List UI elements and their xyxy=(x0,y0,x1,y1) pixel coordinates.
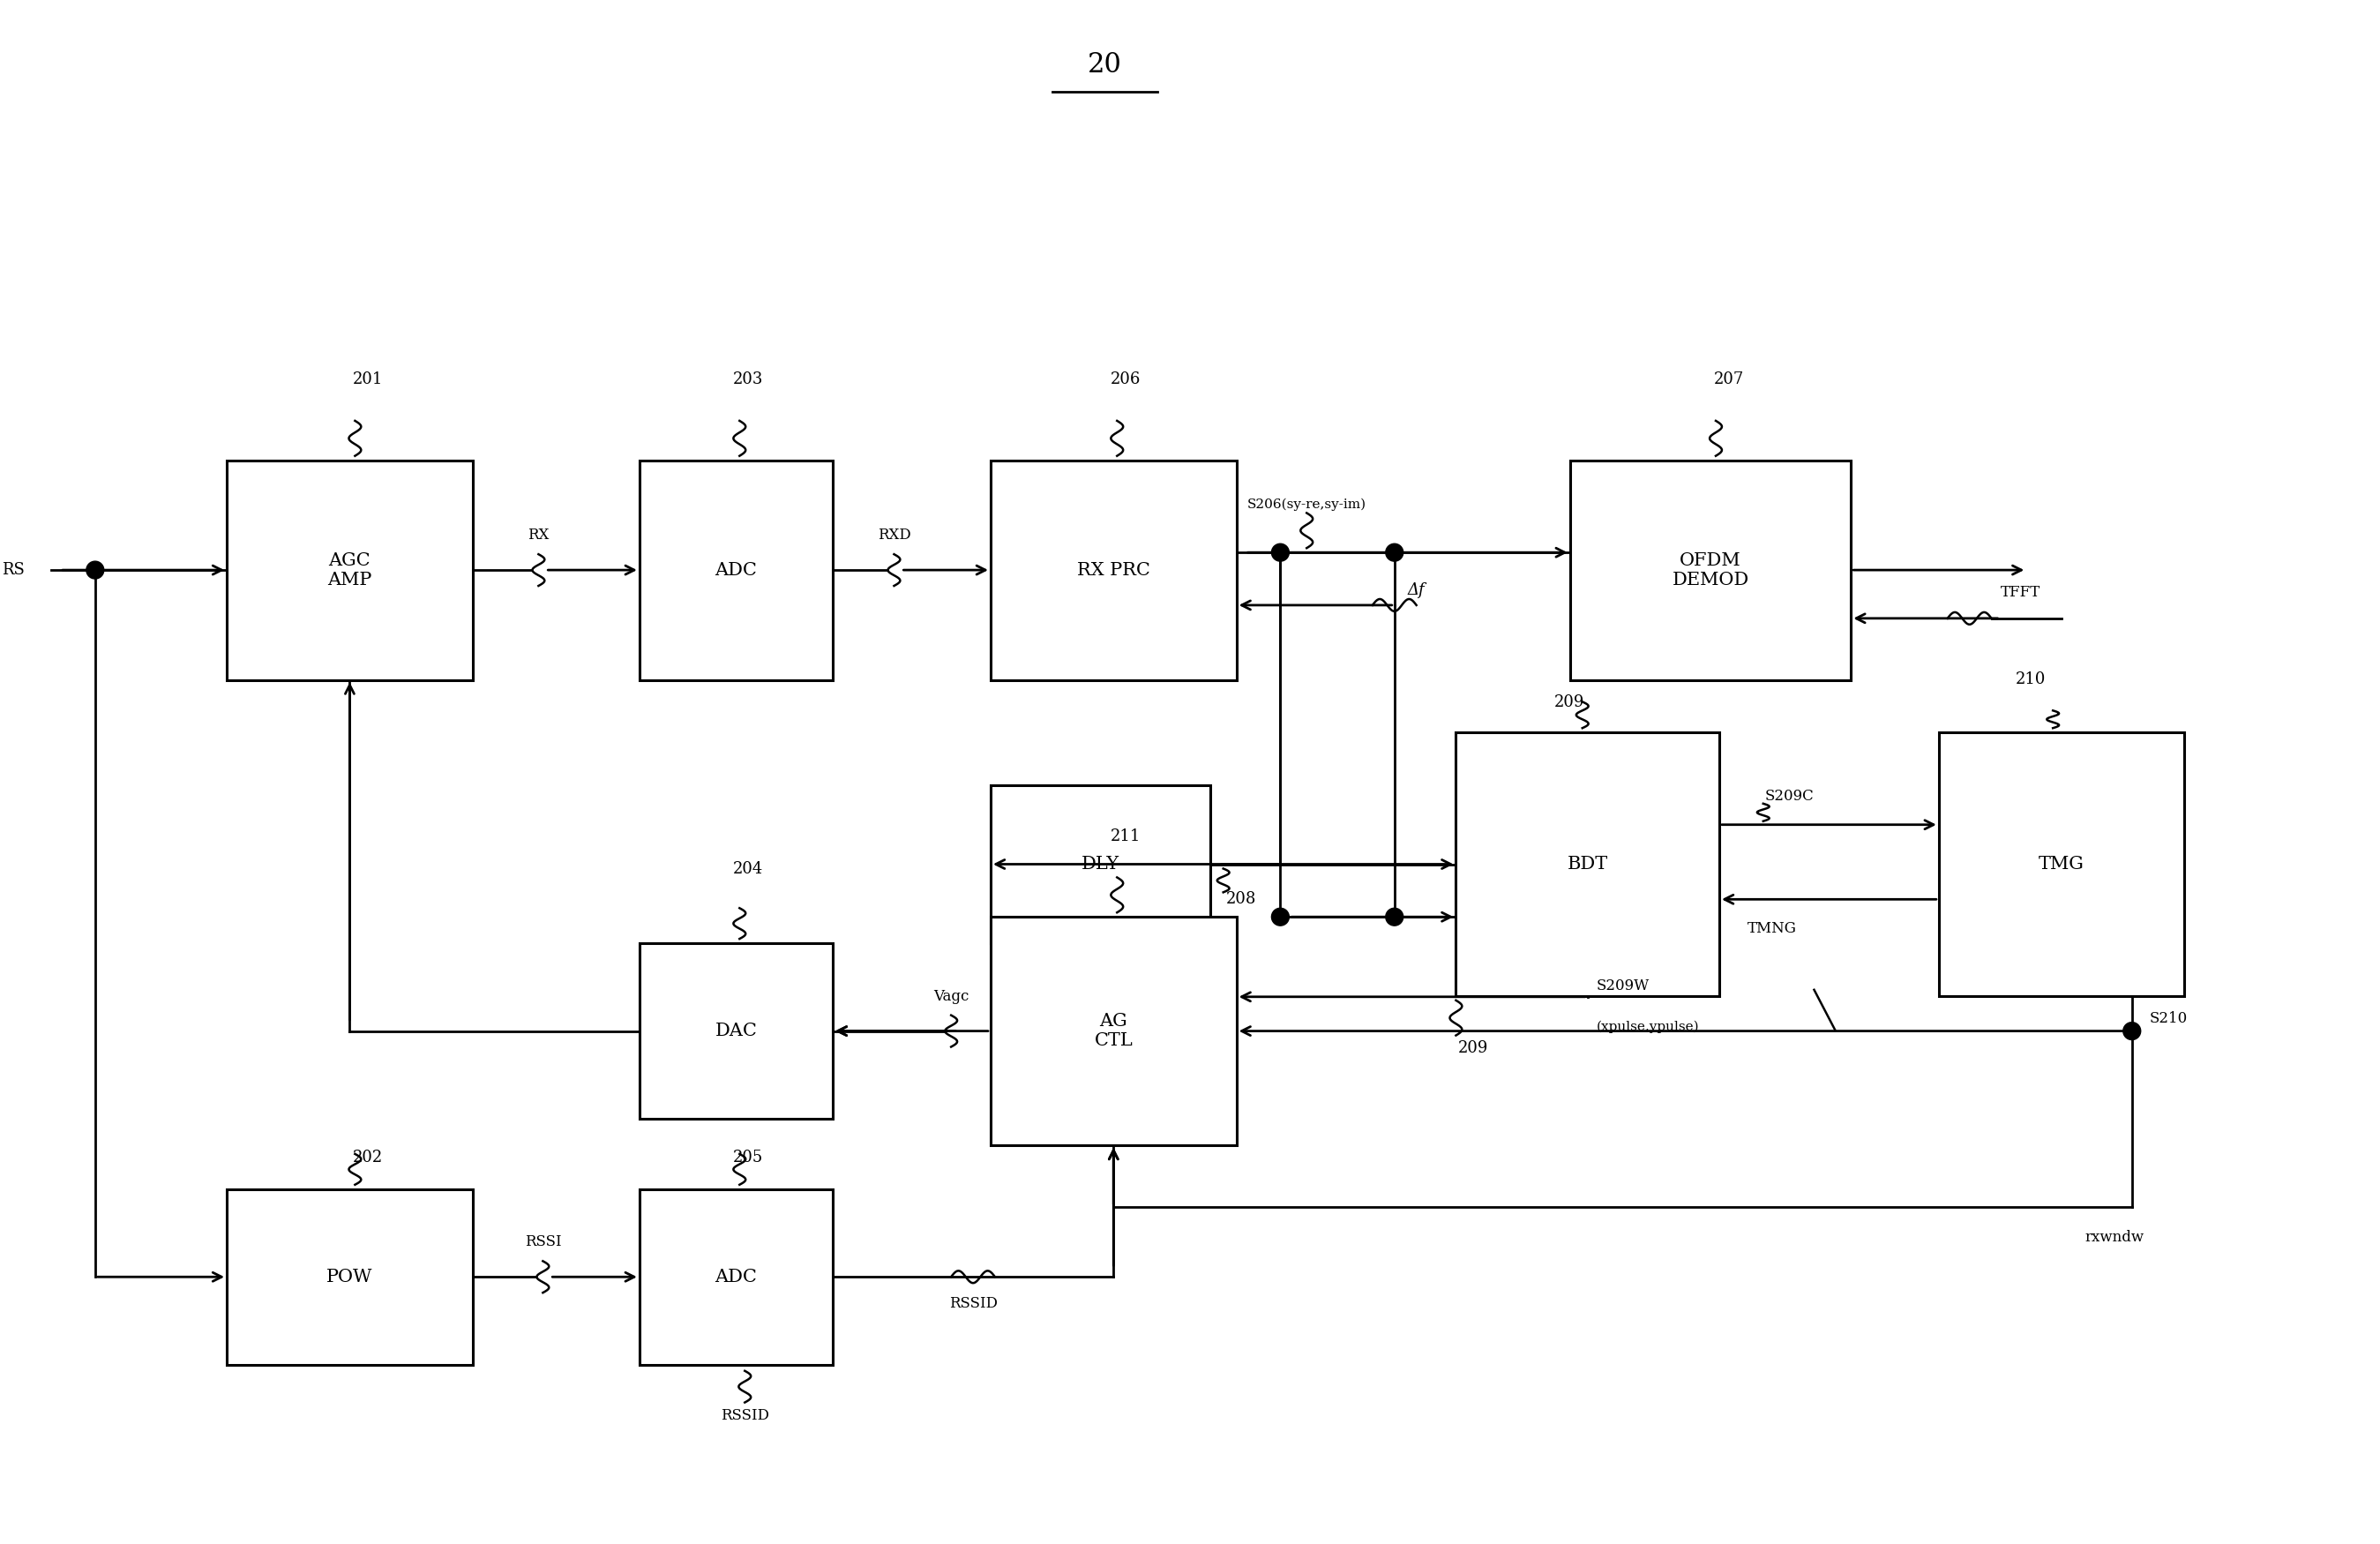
Circle shape xyxy=(1271,908,1290,926)
Text: 206: 206 xyxy=(1111,372,1140,388)
Bar xyxy=(640,943,833,1119)
Bar xyxy=(1457,732,1718,996)
Bar xyxy=(640,460,833,679)
Text: RSSID: RSSID xyxy=(950,1295,997,1311)
Bar xyxy=(640,1189,833,1365)
Circle shape xyxy=(1385,908,1404,926)
Text: BDT: BDT xyxy=(1566,855,1609,872)
Text: rxwndw: rxwndw xyxy=(2085,1231,2144,1246)
Text: RS: RS xyxy=(2,562,24,577)
Text: RSSI: RSSI xyxy=(524,1235,562,1249)
Text: DLY: DLY xyxy=(1081,855,1119,872)
Bar xyxy=(226,1189,474,1365)
Text: RSSID: RSSID xyxy=(721,1408,769,1424)
Text: 209: 209 xyxy=(1459,1041,1488,1056)
Text: RXD: RXD xyxy=(878,528,912,543)
Text: RX PRC: RX PRC xyxy=(1078,562,1150,579)
Text: Vagc: Vagc xyxy=(933,988,969,1004)
Text: 205: 205 xyxy=(733,1150,764,1166)
Text: ADC: ADC xyxy=(714,562,757,579)
Text: 209: 209 xyxy=(1554,695,1585,710)
Text: ADC: ADC xyxy=(714,1269,757,1285)
Bar xyxy=(1571,460,1852,679)
Text: POW: POW xyxy=(326,1269,374,1285)
Text: 203: 203 xyxy=(733,372,764,388)
Text: S209C: S209C xyxy=(1766,789,1814,803)
Text: DAC: DAC xyxy=(714,1022,757,1039)
Text: 201: 201 xyxy=(352,372,383,388)
Text: 204: 204 xyxy=(733,862,764,877)
Text: Δf: Δf xyxy=(1407,582,1426,598)
Text: AG
CTL: AG CTL xyxy=(1095,1013,1133,1048)
Circle shape xyxy=(1271,543,1290,562)
Text: OFDM
DEMOD: OFDM DEMOD xyxy=(1673,551,1749,588)
Bar xyxy=(990,786,1209,943)
Text: TMNG: TMNG xyxy=(1747,922,1797,936)
Text: S206(sy-re,sy-im): S206(sy-re,sy-im) xyxy=(1247,499,1366,511)
Bar xyxy=(226,460,474,679)
Circle shape xyxy=(86,562,105,579)
Circle shape xyxy=(2123,1022,2140,1039)
Circle shape xyxy=(1385,543,1404,562)
Text: 208: 208 xyxy=(1226,891,1257,908)
Bar xyxy=(1940,732,2185,996)
Text: AGC
AMP: AGC AMP xyxy=(328,551,371,588)
Bar xyxy=(990,460,1238,679)
Text: 210: 210 xyxy=(2016,672,2047,687)
Text: S209W: S209W xyxy=(1597,979,1649,993)
Text: TFFT: TFFT xyxy=(1999,585,2040,601)
Text: 202: 202 xyxy=(352,1150,383,1166)
Text: 207: 207 xyxy=(1714,372,1745,388)
Text: 211: 211 xyxy=(1111,828,1140,845)
Text: 20: 20 xyxy=(1088,51,1121,79)
Text: TMG: TMG xyxy=(2040,855,2085,872)
Text: S210: S210 xyxy=(2149,1011,2187,1025)
Text: RX: RX xyxy=(528,528,550,543)
Text: (xpulse,ypulse): (xpulse,ypulse) xyxy=(1597,1021,1699,1033)
Bar xyxy=(990,917,1238,1146)
